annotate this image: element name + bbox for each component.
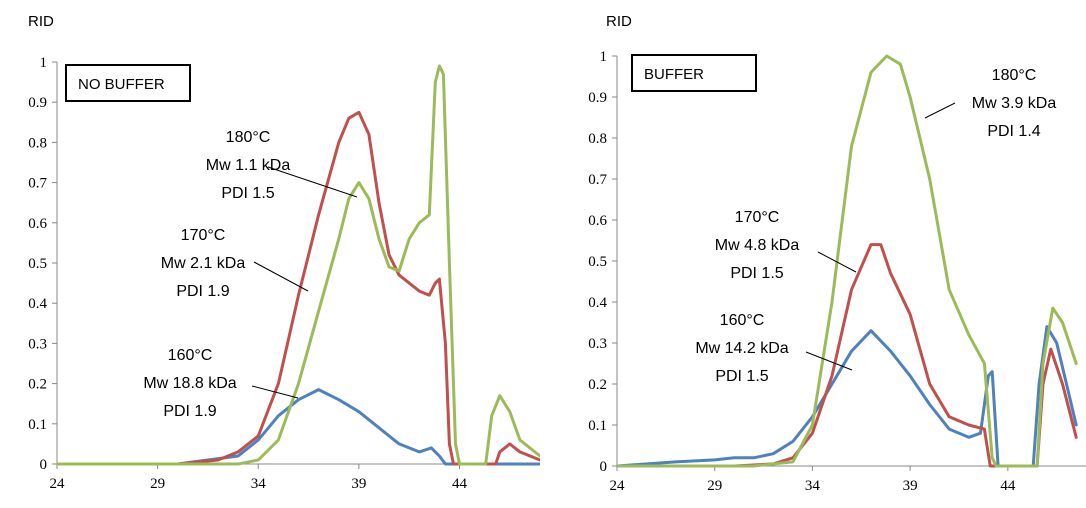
- chart-panel-buffer: RID 0 0.1 0.2 0.3 0.4 0.5 0.6 0.7 0.8 0.9 1 24 29 34…: [588, 13, 1086, 494]
- series-line-170: [57, 110, 540, 466]
- y-tick-label: 0.1: [588, 418, 607, 434]
- y-tick-label: 0.2: [588, 377, 607, 393]
- annotations: 180°C Mw 3.9 kDa PDI 1.4 170°C Mw 4.8 kDa PDI…: [695, 67, 1056, 385]
- x-tick-label: 24: [610, 478, 626, 494]
- annotation-180-line: Mw 1.1 kDa: [206, 157, 291, 174]
- y-tick-label: 0.4: [588, 295, 607, 311]
- y-axis-label: RID: [606, 13, 632, 30]
- x-tick-label: 34: [251, 476, 267, 492]
- y-tick-label: 0.2: [28, 377, 47, 393]
- axes: [612, 55, 1086, 471]
- annotation-leader-160: [805, 351, 853, 371]
- annotation-160-line: 160°C: [720, 312, 765, 329]
- panel-label-box: [65, 64, 191, 102]
- x-tick-label: 44: [452, 476, 468, 492]
- x-tick-label: 34: [805, 478, 821, 494]
- y-tick-label: 0.9: [28, 95, 47, 111]
- y-tick-label: 0.6: [588, 213, 607, 229]
- y-tick-labels: 0 0.1 0.2 0.3 0.4 0.5 0.6 0.7 0.8 0.9 1: [588, 49, 607, 475]
- annotation-180-line: PDI 1.4: [987, 123, 1040, 140]
- annotation-leader-170: [817, 251, 857, 273]
- y-tick-label: 0.1: [28, 417, 47, 433]
- series-line-180: [617, 54, 1078, 468]
- x-tick-label: 29: [150, 476, 165, 492]
- annotation-160-line: Mw 14.2 kDa: [695, 340, 788, 357]
- panel-label: BUFFER: [644, 66, 704, 83]
- annotations: 180°C Mw 1.1 kDa PDI 1.5 170°C Mw 2.1 kDa PDI…: [143, 129, 290, 420]
- series-lines: [57, 64, 540, 466]
- annotation-160-line: PDI 1.9: [163, 403, 216, 420]
- y-tick-label: 1: [600, 49, 608, 65]
- y-tick-label: 0.5: [588, 254, 607, 270]
- annotation-180-line: PDI 1.5: [221, 185, 274, 202]
- y-tick-label: 0: [600, 459, 608, 475]
- panel-label: NO BUFFER: [78, 76, 165, 93]
- y-tick-label: 1: [40, 55, 48, 71]
- annotation-170-line: 170°C: [735, 209, 780, 226]
- annotation-160-line: 160°C: [168, 347, 213, 364]
- panel-label-box: [631, 54, 757, 92]
- y-tick-label: 0.6: [28, 216, 47, 232]
- x-tick-label: 39: [351, 476, 366, 492]
- chart-panel-no-buffer: RID 0 0.1 0.2 0.3 0.4 0.5 0.6 0.7 0.8 0.9 1 24 29 34…: [28, 13, 540, 492]
- annotation-170-line: Mw 2.1 kDa: [161, 255, 246, 272]
- annotation-leader-170: [253, 261, 309, 292]
- y-axis-label: RID: [28, 13, 54, 30]
- x-tick-labels: 24 29 34 39 44: [50, 476, 468, 492]
- x-tick-label: 24: [50, 476, 66, 492]
- annotation-leader-180: [267, 166, 358, 198]
- y-tick-label: 0: [40, 457, 48, 473]
- annotation-170-line: PDI 1.9: [176, 283, 229, 300]
- y-tick-label: 0.3: [588, 336, 607, 352]
- x-tick-labels: 24 29 34 39 44: [610, 478, 1016, 494]
- series-line-170: [617, 243, 1078, 468]
- annotation-leader-lines: [805, 102, 956, 371]
- y-tick-label: 0.8: [588, 131, 607, 147]
- y-tick-label: 0.3: [28, 336, 47, 352]
- annotation-180-line: 180°C: [992, 67, 1037, 84]
- annotation-leader-160: [251, 385, 299, 399]
- y-tick-label: 0.9: [588, 90, 607, 106]
- annotation-160-line: PDI 1.5: [715, 368, 768, 385]
- y-tick-label: 0.4: [28, 296, 47, 312]
- annotation-180-line: Mw 3.9 kDa: [972, 95, 1057, 112]
- axes: [52, 61, 540, 469]
- x-tick-label: 29: [707, 478, 722, 494]
- y-tick-label: 0.8: [28, 135, 47, 151]
- series-line-180: [57, 64, 540, 466]
- x-tick-label: 39: [903, 478, 918, 494]
- y-tick-label: 0.5: [28, 256, 47, 272]
- annotation-170-line: PDI 1.5: [730, 265, 783, 282]
- annotation-170-line: Mw 4.8 kDa: [715, 237, 800, 254]
- annotation-leader-lines: [251, 166, 358, 399]
- series-lines: [617, 54, 1078, 468]
- y-tick-label: 0.7: [588, 172, 607, 188]
- annotation-160-line: Mw 18.8 kDa: [143, 375, 236, 392]
- annotation-leader-180: [924, 102, 956, 119]
- y-tick-label: 0.7: [28, 176, 47, 192]
- series-line-160: [617, 325, 1078, 468]
- x-tick-label: 44: [1000, 478, 1016, 494]
- annotation-170-line: 170°C: [181, 227, 226, 244]
- series-line-160: [57, 388, 540, 466]
- y-tick-labels: 0 0.1 0.2 0.3 0.4 0.5 0.6 0.7 0.8 0.9 1: [28, 55, 47, 473]
- annotation-180-line: 180°C: [226, 129, 271, 146]
